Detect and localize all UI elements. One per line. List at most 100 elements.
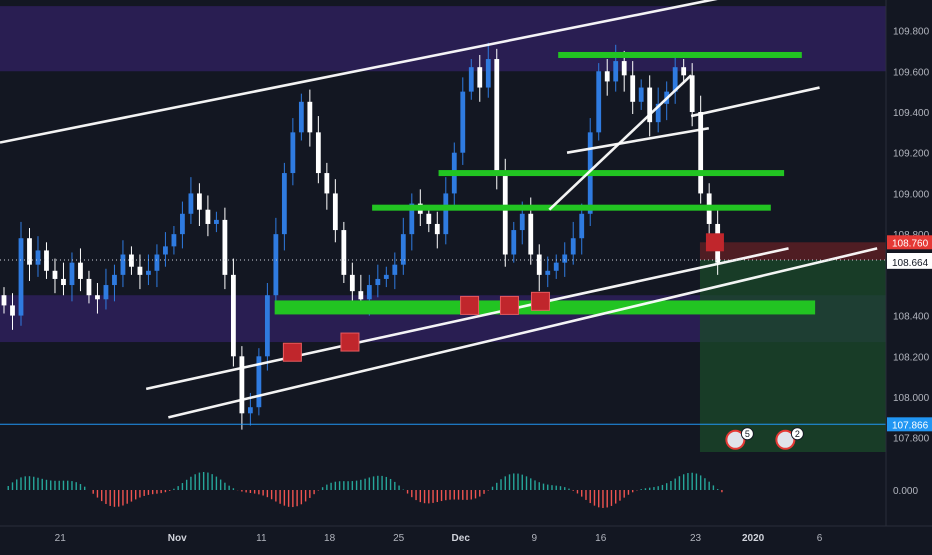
candle-body bbox=[536, 254, 542, 275]
candle bbox=[163, 232, 168, 267]
support-resistance-level[interactable] bbox=[438, 170, 785, 177]
candle-body bbox=[61, 278, 66, 286]
candle-body bbox=[95, 295, 100, 300]
touch-4-marker[interactable] bbox=[499, 295, 519, 315]
candle-body bbox=[638, 87, 644, 102]
candle-body bbox=[120, 254, 126, 275]
candle bbox=[180, 201, 185, 249]
price-label-text: 108.664 bbox=[892, 258, 929, 269]
event-flag-icon[interactable] bbox=[725, 429, 746, 450]
candle-body bbox=[341, 230, 347, 275]
candle bbox=[78, 248, 83, 292]
event-flag-icon[interactable] bbox=[775, 429, 796, 450]
candle bbox=[681, 59, 687, 84]
candle bbox=[197, 183, 202, 226]
candle-body bbox=[18, 238, 24, 316]
wedge-trendline[interactable] bbox=[566, 126, 710, 154]
price-tick-label: 108.400 bbox=[893, 312, 930, 323]
candle-body bbox=[366, 285, 372, 300]
wedge-rise-trendline[interactable] bbox=[548, 74, 692, 211]
touch-2-marker[interactable] bbox=[340, 332, 360, 352]
event-badge[interactable]: 2 bbox=[775, 427, 804, 450]
candle-body bbox=[400, 234, 406, 265]
time-axis[interactable]: 21 Nov 11 18 25 Dec 9 16 23 2020 6 bbox=[0, 525, 932, 544]
candle bbox=[307, 89, 313, 147]
take-profit-zone bbox=[699, 260, 886, 452]
candle-body bbox=[460, 91, 466, 153]
price-axis[interactable]: 109.800109.600109.400109.200109.000108.8… bbox=[885, 0, 932, 526]
touch-3-marker[interactable] bbox=[460, 295, 480, 315]
candle-body bbox=[596, 71, 602, 133]
candle bbox=[239, 346, 245, 430]
candle-body bbox=[681, 67, 687, 76]
candle-body bbox=[86, 278, 92, 296]
upper-channel-trendline[interactable] bbox=[0, 0, 762, 144]
candle bbox=[52, 258, 58, 294]
candle bbox=[171, 226, 177, 255]
candle bbox=[205, 195, 211, 237]
candle bbox=[1, 287, 7, 314]
candle-body bbox=[519, 213, 525, 231]
touch-5-marker[interactable] bbox=[530, 291, 550, 311]
right-upper-trendline[interactable] bbox=[690, 86, 820, 118]
time-tick-label: 9 bbox=[531, 533, 537, 544]
candle-body bbox=[332, 193, 338, 231]
oscillator-pane[interactable] bbox=[0, 453, 932, 508]
candle-body bbox=[315, 132, 321, 174]
price-tick-label: 109.400 bbox=[893, 108, 930, 119]
lower-channel-bottom-trendline[interactable] bbox=[168, 247, 878, 419]
event-badge[interactable]: 5 bbox=[725, 427, 754, 450]
candle-body bbox=[621, 61, 627, 76]
candle bbox=[375, 264, 381, 298]
price-tick-label: 109.200 bbox=[893, 149, 930, 160]
candle-body bbox=[553, 262, 559, 271]
candle bbox=[570, 221, 576, 265]
candle bbox=[112, 264, 117, 302]
candle bbox=[264, 283, 270, 371]
candle bbox=[213, 211, 219, 233]
candle bbox=[545, 256, 551, 288]
price-tick-label: 108.000 bbox=[893, 393, 930, 404]
candle bbox=[69, 252, 75, 302]
candle-body bbox=[358, 291, 364, 300]
candle-body bbox=[570, 238, 576, 255]
oscillator-zero-label: 0.000 bbox=[893, 486, 918, 497]
support-resistance-level[interactable] bbox=[372, 204, 771, 211]
price-tick-label: 109.600 bbox=[893, 67, 930, 78]
candle bbox=[349, 262, 355, 306]
candle-body bbox=[137, 266, 143, 275]
lower-channel-top-trendline[interactable] bbox=[145, 247, 789, 391]
candle bbox=[536, 244, 542, 292]
candle-body bbox=[129, 254, 134, 267]
entry-marker[interactable] bbox=[705, 233, 724, 252]
candle-body bbox=[604, 71, 610, 82]
candle bbox=[502, 158, 508, 267]
candle bbox=[290, 118, 296, 186]
candle bbox=[61, 262, 66, 296]
candle bbox=[332, 179, 338, 243]
candle-body bbox=[222, 219, 228, 275]
time-tick-label: 25 bbox=[393, 533, 405, 544]
candle-body bbox=[205, 209, 211, 224]
candle bbox=[443, 177, 449, 245]
candle bbox=[230, 258, 236, 367]
candle bbox=[281, 162, 287, 251]
candle-body bbox=[27, 238, 32, 265]
candle bbox=[485, 42, 491, 98]
candle-body bbox=[264, 295, 270, 357]
candle-body bbox=[307, 101, 313, 133]
support-resistance-level[interactable] bbox=[558, 51, 802, 58]
candle bbox=[392, 252, 398, 290]
price-tick-label: 108.200 bbox=[893, 352, 930, 363]
candle bbox=[86, 270, 92, 304]
candle bbox=[18, 221, 24, 326]
candle-body bbox=[689, 75, 695, 112]
candle-body bbox=[477, 67, 483, 88]
touch-1-marker[interactable] bbox=[282, 342, 302, 362]
candle-body bbox=[613, 61, 619, 82]
candle bbox=[137, 254, 143, 290]
candle-body bbox=[213, 219, 219, 224]
